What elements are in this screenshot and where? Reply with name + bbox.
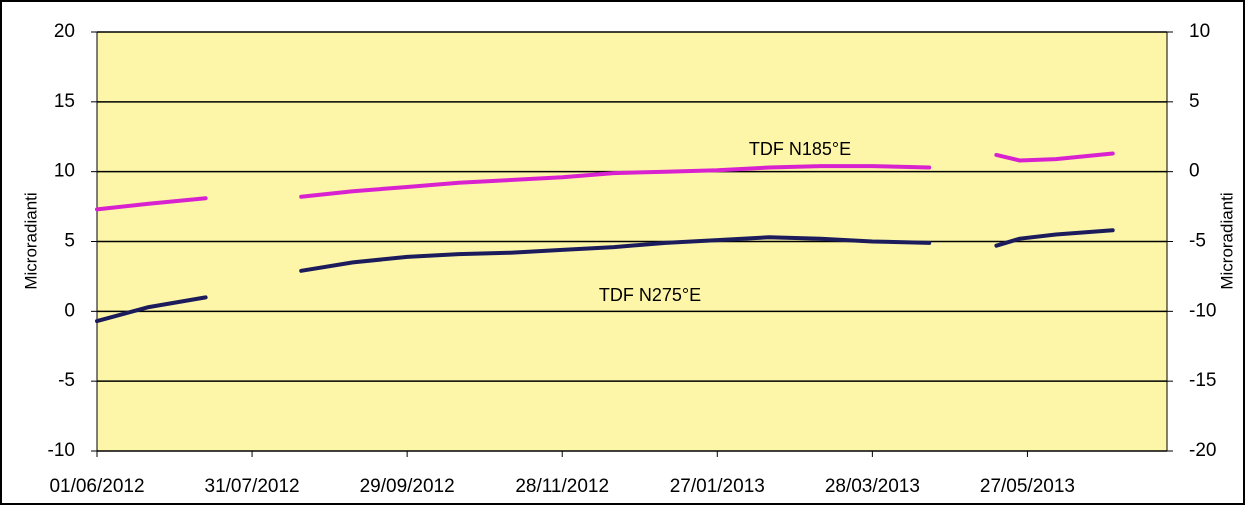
y2-axis-title: Microradianti	[1217, 192, 1236, 289]
y-tick-label: -5	[58, 370, 75, 391]
annotation: TDF N275°E	[599, 285, 701, 305]
y-tick-label: 5	[64, 231, 75, 252]
y-tick-label: 20	[54, 21, 75, 42]
y-tick-label: 15	[54, 91, 75, 112]
x-tick-label: 28/11/2012	[515, 476, 609, 497]
x-tick-label: 27/01/2013	[670, 476, 765, 497]
x-tick-label: 28/03/2013	[825, 476, 920, 497]
y2-tick-label: 10	[1189, 21, 1210, 42]
data-line	[95, 151, 1115, 212]
y2-tick-label: -10	[1189, 300, 1216, 321]
x-tick-label: 31/07/2012	[205, 476, 300, 497]
x-tick-label: 01/06/2012	[49, 476, 144, 497]
y-axis-title: Microradianti	[21, 192, 40, 289]
y2-tick-label: -5	[1189, 231, 1206, 252]
y2-tick-label: 0	[1189, 161, 1200, 182]
y2-tick-label: -15	[1189, 370, 1216, 391]
x-tick-label: 29/09/2012	[360, 476, 455, 497]
y-tick-label: 0	[64, 300, 75, 321]
y-tick-label: -10	[48, 440, 75, 461]
x-tick-label: 27/05/2013	[980, 476, 1075, 497]
y2-tick-label: -20	[1189, 440, 1216, 461]
y2-tick-label: 5	[1189, 91, 1200, 112]
y-tick-label: 10	[54, 161, 75, 182]
annotation: TDF N185°E	[749, 139, 851, 159]
data-line	[95, 228, 1115, 324]
